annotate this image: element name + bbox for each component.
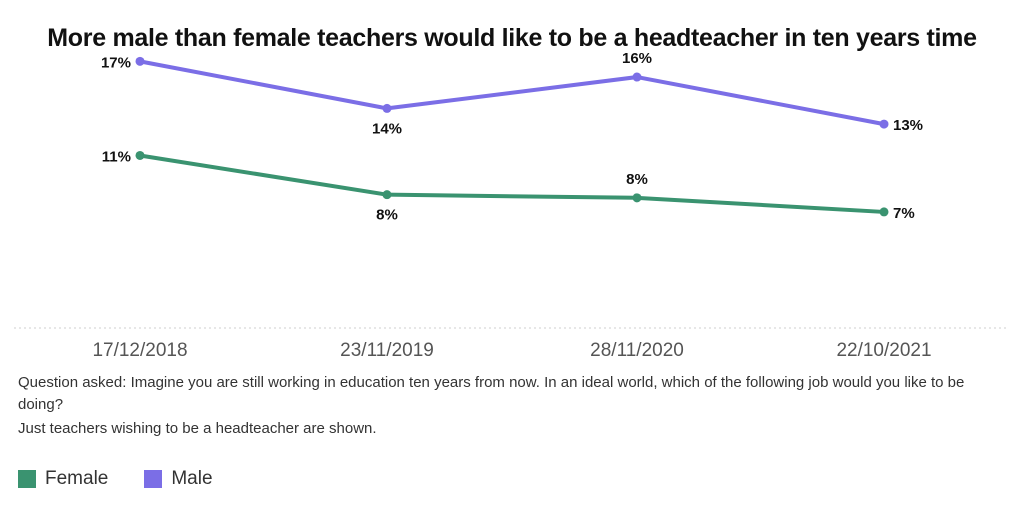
data-label-male-2: 16% [622, 50, 652, 67]
legend-item-male[interactable]: Male [144, 468, 213, 490]
legend-label-male: Male [171, 468, 213, 489]
legend-swatch-female [18, 470, 36, 488]
x-tick-label-2: 28/11/2020 [590, 340, 684, 361]
filter-note: Just teachers wishing to be a headteache… [18, 420, 377, 437]
data-point-male-3 [879, 119, 889, 129]
data-point-female-2 [632, 193, 642, 203]
data-label-female-3: 7% [893, 205, 915, 222]
chart-title: More male than female teachers would lik… [47, 24, 977, 52]
data-point-male-0 [135, 56, 145, 66]
data-label-female-0: 11% [102, 148, 131, 165]
x-tick-label-0: 17/12/2018 [92, 340, 187, 361]
question-note: Question asked: Imagine you are still wo… [18, 374, 965, 413]
legend-item-female[interactable]: Female [18, 468, 108, 490]
data-label-female-1: 8% [376, 207, 398, 224]
series-line-male [138, 59, 886, 127]
line-chart: 17/12/2018 23/11/2019 28/11/2020 22/10/2021… [14, 50, 1008, 361]
series-line-female [138, 153, 886, 214]
chart-legend: Female Male [18, 468, 249, 490]
data-label-male-0: 17% [101, 54, 131, 71]
data-point-female-3 [879, 207, 889, 217]
x-tick-label-1: 23/11/2019 [340, 340, 434, 361]
data-point-female-1 [382, 190, 392, 200]
x-tick-label-3: 22/10/2021 [836, 340, 931, 361]
legend-swatch-male [144, 470, 163, 488]
data-label-female-2: 8% [626, 171, 648, 188]
data-point-female-0 [135, 150, 145, 160]
data-point-male-2 [632, 72, 642, 82]
data-label-male-1: 14% [372, 120, 402, 137]
data-label-male-3: 13% [893, 117, 923, 134]
legend-label-female: Female [45, 468, 109, 489]
data-point-male-1 [382, 103, 392, 113]
